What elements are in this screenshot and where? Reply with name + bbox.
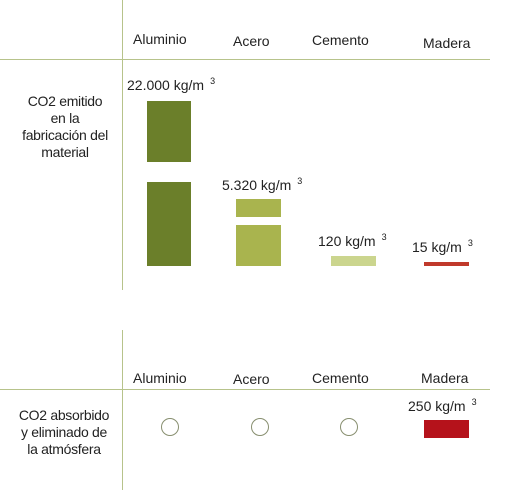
empty-marker-cemento <box>340 418 358 436</box>
row-label-emitted-line: en la <box>50 110 80 126</box>
bar-madera-absorbed <box>424 420 469 438</box>
bottom-vertical-divider <box>122 330 123 490</box>
bottom-horizontal-divider <box>0 389 490 390</box>
value-label-cemento: 120 kg/m 3 <box>318 232 387 249</box>
value-label-aluminio: 22.000 kg/m 3 <box>127 76 216 93</box>
row-label-emitted-line: material <box>41 144 89 160</box>
unit-superscript: 3 <box>471 397 477 407</box>
bottom-header-madera: Madera <box>421 370 469 386</box>
top-vertical-divider <box>122 0 123 290</box>
unit-superscript: 3 <box>467 238 473 248</box>
unit-superscript: 3 <box>297 176 303 186</box>
value-text: 5.320 kg/m <box>222 177 292 193</box>
row-label-absorbed: CO2 absorbido y eliminado de la atmósfer… <box>6 407 122 458</box>
value-label-madera-absorbed: 250 kg/m 3 <box>408 397 477 414</box>
top-header-acero: Acero <box>233 33 270 49</box>
value-label-madera-emitted: 15 kg/m 3 <box>412 238 473 255</box>
top-header-cemento: Cemento <box>312 32 369 48</box>
bar-cemento <box>331 256 376 266</box>
row-label-emitted-line: fabricación del <box>22 127 108 143</box>
value-text: 15 kg/m <box>412 239 462 255</box>
unit-superscript: 3 <box>381 232 387 242</box>
bottom-header-aluminio: Aluminio <box>133 370 187 386</box>
bar-aluminio-lower <box>147 182 191 266</box>
bottom-header-cemento: Cemento <box>312 370 369 386</box>
empty-marker-aluminio <box>161 418 179 436</box>
bar-acero-upper <box>236 199 281 217</box>
value-text: 250 kg/m <box>408 398 466 414</box>
value-label-acero: 5.320 kg/m 3 <box>222 176 303 193</box>
bar-madera-emitted <box>424 262 469 266</box>
row-label-absorbed-line: CO2 absorbido <box>18 407 110 423</box>
bottom-header-acero: Acero <box>233 371 270 387</box>
row-label-absorbed-line: y eliminado de <box>20 424 108 440</box>
top-header-aluminio: Aluminio <box>133 31 187 47</box>
top-horizontal-divider <box>0 59 490 60</box>
value-text: 22.000 kg/m <box>127 77 205 93</box>
row-label-emitted-line: CO2 emitido <box>27 93 103 109</box>
bar-aluminio-upper <box>147 101 191 162</box>
empty-marker-acero <box>251 418 269 436</box>
bar-acero-lower <box>236 225 281 266</box>
unit-superscript: 3 <box>210 76 216 86</box>
row-label-emitted: CO2 emitido en la fabricación del materi… <box>8 93 122 161</box>
top-header-madera: Madera <box>423 35 471 51</box>
row-label-absorbed-line: la atmósfera <box>27 441 101 457</box>
value-text: 120 kg/m <box>318 233 376 249</box>
